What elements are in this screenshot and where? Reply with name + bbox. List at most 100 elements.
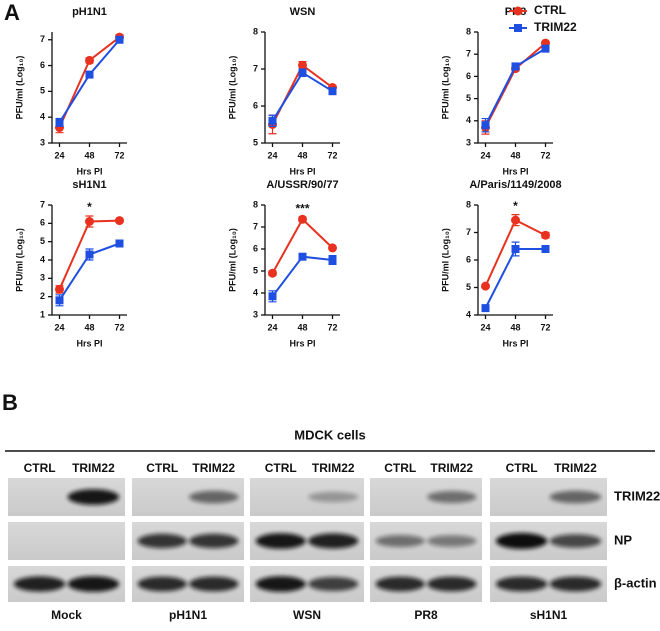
- y-tick-label: 5: [40, 86, 45, 96]
- marker: [115, 35, 124, 44]
- y-axis-label: PFU/ml (Log₁₀): [227, 56, 237, 120]
- x-tick-label: 24: [480, 150, 490, 160]
- band: [427, 535, 477, 547]
- marker: [328, 87, 337, 96]
- y-tick-label: 6: [253, 100, 258, 110]
- x-tick-label: 24: [267, 322, 277, 332]
- panel-label: B: [2, 390, 18, 415]
- lane-label: CTRL: [384, 461, 416, 475]
- y-tick-label: 3: [466, 137, 471, 147]
- band: [495, 576, 548, 592]
- x-axis-label: Hrs PI: [76, 338, 102, 348]
- x-axis-label: Hrs PI: [502, 166, 528, 176]
- series-line: [484, 248, 546, 309]
- marker: [481, 281, 490, 291]
- legend-label: CTRL: [534, 3, 566, 17]
- band: [308, 533, 359, 549]
- lane-label: CTRL: [265, 461, 297, 475]
- marker: [514, 24, 522, 32]
- panel-label: A: [4, 0, 20, 25]
- group-label: Mock: [51, 608, 82, 622]
- y-tick-label: 4: [40, 112, 45, 122]
- marker: [298, 68, 307, 77]
- marker: [481, 121, 490, 130]
- y-axis-label: PFU/ml (Log₁₀): [14, 56, 24, 120]
- band: [255, 533, 306, 549]
- x-tick-label: 72: [327, 150, 337, 160]
- group-label: WSN: [293, 608, 321, 622]
- marker: [268, 268, 277, 278]
- x-tick-label: 24: [54, 322, 64, 332]
- x-tick-label: 48: [510, 150, 520, 160]
- annotation: ***: [295, 201, 309, 215]
- marker: [115, 239, 124, 248]
- chart-title: sH1N1: [72, 179, 106, 191]
- y-tick-label: 6: [40, 60, 45, 70]
- marker: [85, 217, 94, 226]
- y-tick-label: 7: [40, 199, 45, 209]
- marker: [85, 55, 94, 65]
- band: [427, 491, 477, 503]
- y-tick-label: 7: [40, 34, 45, 44]
- y-tick-label: 3: [40, 273, 45, 283]
- row-label: TRIM22: [614, 488, 660, 503]
- band: [427, 576, 477, 592]
- y-tick-label: 8: [466, 26, 471, 36]
- lane-label: TRIM22: [430, 461, 473, 475]
- lane-label: CTRL: [146, 461, 178, 475]
- x-tick-label: 48: [510, 322, 520, 332]
- x-tick-label: 48: [297, 150, 307, 160]
- marker: [268, 116, 277, 125]
- y-tick-label: 8: [466, 199, 471, 209]
- x-tick-label: 48: [84, 322, 94, 332]
- band: [137, 533, 187, 549]
- band: [549, 490, 602, 504]
- y-tick-label: 1: [40, 309, 45, 319]
- band: [375, 576, 425, 592]
- marker: [481, 304, 490, 313]
- y-tick-label: 6: [253, 243, 258, 253]
- marker: [55, 284, 64, 294]
- x-tick-label: 72: [540, 150, 550, 160]
- lane-label: CTRL: [506, 461, 538, 475]
- y-tick-label: 8: [253, 26, 258, 36]
- band: [189, 533, 239, 549]
- lane-label: CTRL: [24, 461, 56, 475]
- band: [255, 576, 306, 592]
- group-label: sH1N1: [530, 608, 568, 622]
- band: [308, 577, 359, 591]
- marker: [511, 215, 520, 225]
- y-tick-label: 4: [466, 115, 471, 125]
- marker: [511, 62, 520, 71]
- chart-title: A/Paris/1149/2008: [469, 179, 561, 191]
- lane-label: TRIM22: [312, 461, 355, 475]
- marker: [541, 245, 550, 253]
- y-tick-label: 5: [466, 93, 471, 103]
- y-tick-label: 7: [466, 227, 471, 237]
- marker: [85, 250, 94, 259]
- y-tick-label: 2: [40, 291, 45, 301]
- band: [549, 534, 602, 548]
- y-tick-label: 4: [466, 309, 471, 319]
- marker: [115, 216, 124, 226]
- marker: [85, 70, 94, 79]
- y-tick-label: 5: [253, 137, 258, 147]
- y-tick-label: 6: [40, 218, 45, 228]
- x-axis-label: Hrs PI: [289, 338, 315, 348]
- y-axis-label: PFU/ml (Log₁₀): [440, 228, 450, 292]
- marker: [328, 243, 337, 253]
- y-tick-label: 6: [466, 254, 471, 264]
- y-tick-label: 7: [466, 49, 471, 59]
- y-tick-label: 5: [40, 236, 45, 246]
- y-tick-label: 4: [40, 254, 45, 264]
- legend-label: TRIM22: [534, 20, 577, 34]
- annotation: *: [513, 199, 518, 213]
- marker: [541, 44, 550, 53]
- band: [67, 576, 120, 592]
- x-tick-label: 24: [480, 322, 490, 332]
- y-tick-label: 3: [40, 137, 45, 147]
- band: [189, 576, 239, 592]
- chart-title: pH1N1: [72, 6, 107, 18]
- band: [495, 533, 548, 549]
